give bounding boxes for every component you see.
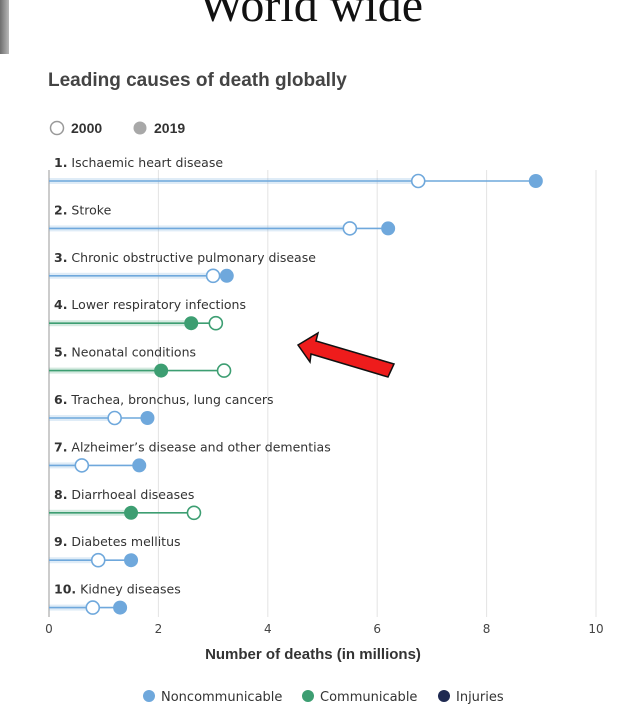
x-tick-label-6: 6 <box>373 622 381 636</box>
marker-2000 <box>342 221 358 236</box>
category-label: 6. Trachea, bronchus, lung cancers <box>54 392 274 407</box>
legend-2019-label: 2019 <box>154 120 185 136</box>
marker-2000 <box>216 363 232 378</box>
category-label: 4. Lower respiratory infections <box>54 297 246 312</box>
row-2: 2. Stroke <box>49 202 396 236</box>
x-tick-label-10: 10 <box>588 622 603 636</box>
chart-rows: 1. Ischaemic heart disease 2. Stroke 3. Ch… <box>49 155 543 615</box>
row-3: 3. Chronic obstructive pulmonary disease <box>49 250 316 284</box>
grid-lines <box>48 170 597 617</box>
marker-2000 <box>90 552 106 568</box>
category-label: 1. Ischaemic heart disease <box>54 155 223 170</box>
x-tick-label-4: 4 <box>264 622 272 636</box>
legend-noncommunicable-label: Noncommunicable <box>161 690 282 705</box>
category-label: 8. Diarrhoeal diseases <box>54 487 194 502</box>
row-4: 4. Lower respiratory infections <box>49 297 246 331</box>
category-label: 5. Neonatal conditions <box>54 345 196 360</box>
slide-title: World wide <box>198 0 424 32</box>
legend-2019-marker <box>133 121 147 135</box>
legend-noncommunicable-marker <box>143 690 155 702</box>
marker-2000 <box>85 600 101 615</box>
legend-2000-label: 2000 <box>71 120 102 136</box>
marker-2019 <box>113 600 128 615</box>
marker-2019 <box>528 174 543 188</box>
category-label: 3. Chronic obstructive pulmonary disease <box>54 250 316 265</box>
marker-2019 <box>124 553 139 568</box>
marker-2019 <box>140 411 155 425</box>
chart-title: Leading causes of death globally <box>48 70 347 91</box>
legend-communicable-marker <box>302 690 314 702</box>
category-label: 10. Kidney diseases <box>54 582 181 597</box>
x-axis-ticks: 0 2 4 6 8 10 <box>45 622 603 636</box>
marker-2019 <box>219 268 234 283</box>
red-arrow-annotation <box>296 331 396 378</box>
category-label: 2. Stroke <box>54 202 112 217</box>
x-axis-title: Number of deaths (in millions) <box>205 646 421 663</box>
x-tick-label-2: 2 <box>155 622 163 636</box>
row-10: 10. Kidney diseases <box>49 582 181 615</box>
row-5: 5. Neonatal conditions <box>49 345 232 378</box>
marker-2000 <box>107 410 122 426</box>
marker-2000 <box>186 505 202 521</box>
marker-2019 <box>184 316 199 331</box>
legend-2000-marker <box>49 120 65 136</box>
marker-2000 <box>208 315 224 331</box>
year-legend: 2000 2019 <box>49 120 185 136</box>
legend-communicable-label: Communicable <box>320 690 417 705</box>
row-1: 1. Ischaemic heart disease <box>49 155 543 189</box>
slide-edge-shade <box>0 0 9 54</box>
marker-2019 <box>132 458 147 473</box>
row-7: 7. Alzheimer’s disease and other dementi… <box>49 439 331 473</box>
x-tick-label-0: 0 <box>45 622 53 636</box>
marker-2000 <box>205 268 221 284</box>
group-legend: Noncommunicable Communicable Injuries <box>143 690 504 705</box>
row-9: 9. Diabetes mellitus <box>49 534 181 568</box>
x-tick-label-8: 8 <box>483 622 491 636</box>
marker-2019 <box>381 221 396 236</box>
category-label: 7. Alzheimer’s disease and other dementi… <box>54 439 331 454</box>
legend-injuries-marker <box>438 690 450 702</box>
legend-injuries-label: Injuries <box>456 690 504 705</box>
category-label: 9. Diabetes mellitus <box>54 534 181 549</box>
marker-2000 <box>410 173 426 189</box>
marker-2019 <box>154 363 169 378</box>
row-8: 8. Diarrhoeal diseases <box>49 487 202 521</box>
marker-2000 <box>74 458 90 473</box>
row-6: 6. Trachea, bronchus, lung cancers <box>49 392 274 426</box>
marker-2019 <box>124 505 139 520</box>
